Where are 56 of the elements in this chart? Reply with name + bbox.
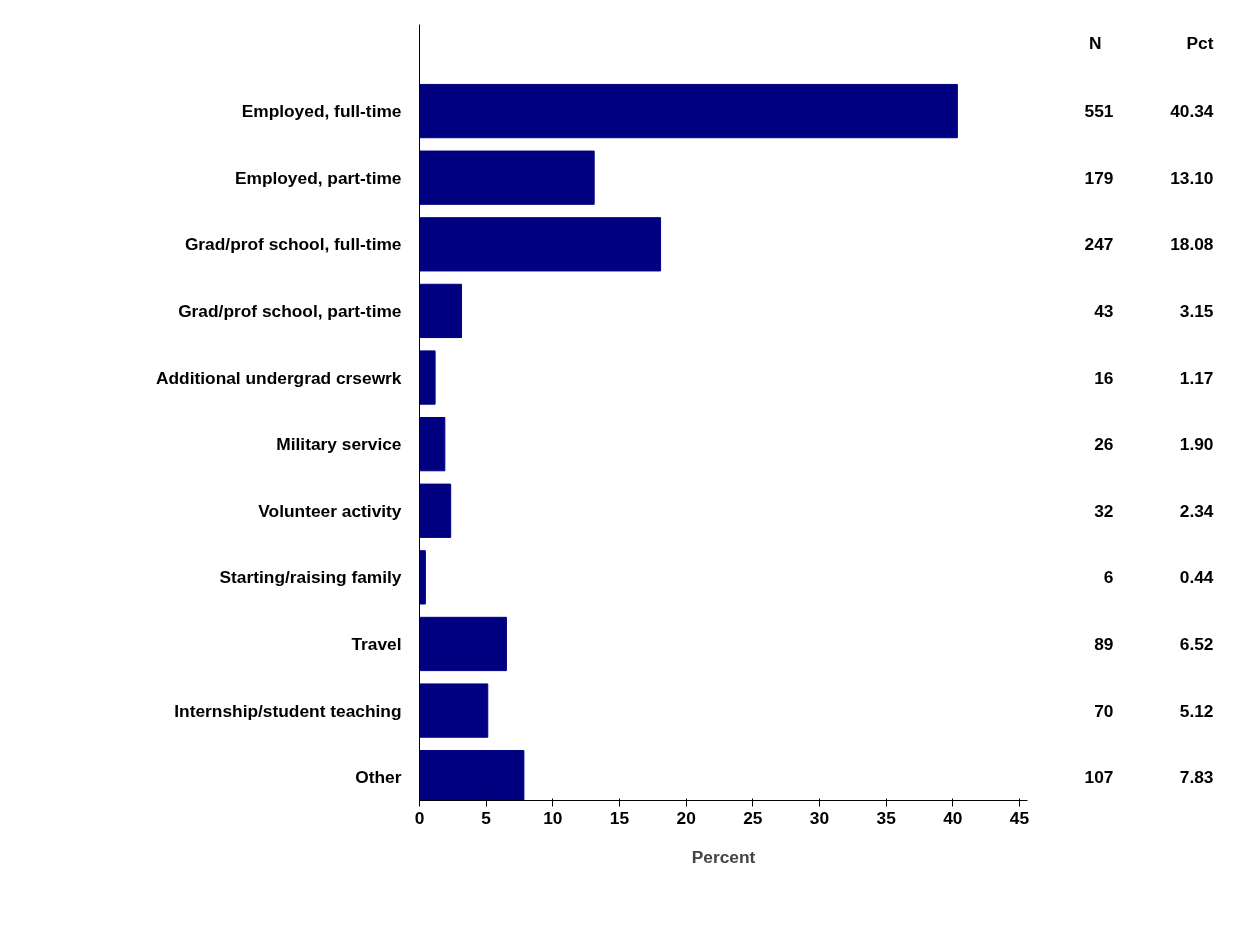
x-tick-label: 5 — [481, 807, 492, 828]
data-label: 13.10 — [1170, 167, 1214, 188]
x-tick-label: 40 — [943, 807, 963, 828]
data-label: 0.44 — [1179, 567, 1214, 588]
x-tick-label: 15 — [609, 807, 630, 828]
y-tick-label: Starting/raising family — [219, 567, 402, 588]
data-label: 18.08 — [1170, 234, 1214, 255]
text: 179 — [1084, 167, 1114, 188]
y-tick-label: Other — [355, 767, 402, 788]
y-tick-label: Employed, full-time — [241, 101, 402, 122]
x-tick-label: 35 — [876, 807, 897, 828]
x-tick-label: 20 — [676, 807, 696, 828]
text: N — [1088, 33, 1102, 54]
text: 6 — [1103, 567, 1114, 588]
bar — [419, 550, 426, 605]
y-tick-label: Grad/prof school, full-time — [184, 234, 402, 255]
x-tick-label: 45 — [1009, 807, 1030, 828]
data-label: 40.34 — [1170, 101, 1214, 122]
bar — [419, 283, 462, 339]
data-label: 2.34 — [1179, 500, 1214, 521]
text: 70 — [1094, 700, 1114, 721]
text: 551 — [1084, 101, 1114, 122]
y-tick-label: Grad/prof school, part-time — [178, 300, 402, 321]
data-label: 3.15 — [1179, 300, 1214, 321]
text: 107 — [1084, 767, 1114, 788]
x-tick-label: 0 — [414, 807, 425, 828]
x-tick-label: 25 — [743, 807, 763, 828]
text: 43 — [1094, 300, 1114, 321]
y-tick-label: Military service — [276, 434, 402, 455]
bar — [419, 417, 446, 472]
data-label: 6.52 — [1179, 633, 1214, 654]
x-axis-title: Percent — [691, 846, 756, 867]
y-tick-label: Internship/student teaching — [174, 700, 402, 721]
bar — [419, 217, 662, 272]
text: 16 — [1094, 367, 1114, 388]
bar — [419, 683, 489, 738]
data-label: 7.83 — [1179, 767, 1214, 788]
y-tick-label: Volunteer activity — [258, 500, 402, 521]
bar — [419, 350, 436, 405]
y-tick-label: Travel — [351, 633, 402, 654]
bar — [419, 150, 595, 205]
text: 89 — [1094, 633, 1114, 654]
y-tick-label: Employed, part-time — [234, 167, 402, 188]
bar — [419, 483, 452, 538]
x-tick-label: 10 — [543, 807, 563, 828]
data-label: 1.17 — [1179, 367, 1214, 388]
data-label: 5.12 — [1179, 700, 1214, 721]
bar — [419, 616, 507, 672]
y-tick-label: Additional undergrad crsewrk — [155, 367, 402, 388]
text: 26 — [1094, 434, 1114, 455]
data-label: 1.90 — [1179, 434, 1214, 455]
bar — [419, 83, 958, 139]
text: 247 — [1084, 234, 1114, 255]
text: 32 — [1094, 500, 1114, 521]
x-tick-label: 30 — [809, 807, 830, 828]
text: Pct — [1186, 33, 1214, 54]
